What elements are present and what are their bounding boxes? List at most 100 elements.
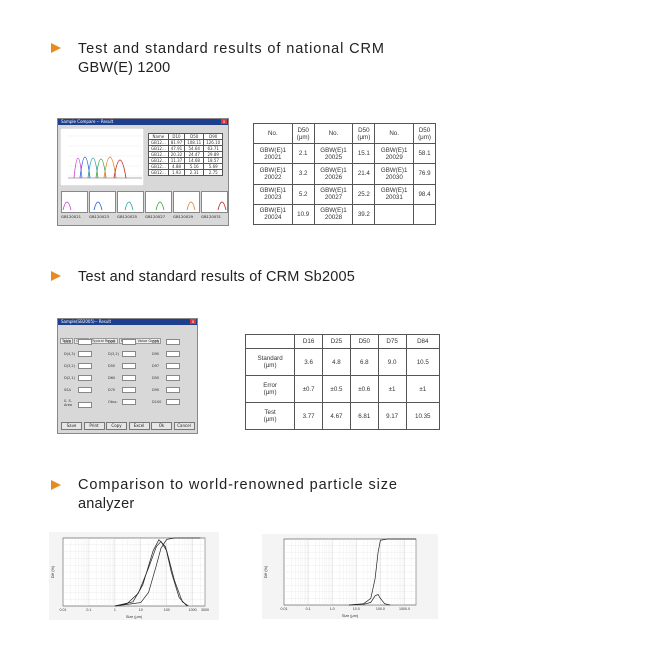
series-line <box>114 539 188 607</box>
field-value-box <box>78 339 92 345</box>
table-cell: ±1 <box>405 375 440 404</box>
table-cell: 108.11 <box>184 139 205 146</box>
table-row: Test (μm) 3.77 4.67 6.81 9.17 10.35 <box>244 402 440 430</box>
tick-label: 1000.0 <box>399 607 410 611</box>
field-label: D97 <box>152 364 160 368</box>
result-field: D(3,2) <box>64 363 92 369</box>
section-title-line: Test and standard results of CRM Sb2005 <box>78 269 355 285</box>
tick-label: 100 <box>164 608 170 612</box>
window-button[interactable]: Cancel <box>173 422 195 430</box>
thumbnail-label: GB120025 <box>117 214 138 219</box>
field-value-box <box>166 387 180 393</box>
compare-overlay-chart <box>60 128 144 186</box>
table-cell: 10.5 <box>405 348 440 377</box>
bullet-triangle-icon <box>51 43 61 53</box>
table-cell: GBW(E)1 20025 <box>313 143 354 165</box>
table-cell: GB12... <box>148 139 169 146</box>
field-value-box <box>122 399 136 405</box>
table-cell: 9.17 <box>377 402 407 430</box>
result-field: D25 <box>108 339 136 345</box>
field-label: D100 <box>152 400 162 404</box>
section-title: Comparison to world-renowned particle si… <box>78 476 398 514</box>
thumbnail-chart[interactable] <box>117 191 144 213</box>
close-icon[interactable]: x <box>190 319 196 324</box>
section-title-line: Test and standard results of national CR… <box>78 41 385 57</box>
table-row: GB12... 1.93 2.31 2.75 <box>148 169 224 176</box>
table-cell: GBW(E)1 20028 <box>313 203 354 226</box>
table-cell: 76.9 <box>413 163 436 185</box>
sb2005-result-window: Sample(SB2005)-- Result x TableGraphTypi… <box>57 318 198 434</box>
table-cell: GBW(E)1 20031 <box>374 183 415 205</box>
close-icon[interactable]: x <box>221 119 227 124</box>
series-line <box>348 593 391 606</box>
window-button[interactable]: Save <box>61 422 82 430</box>
thumbnail-chart[interactable] <box>173 191 200 213</box>
bullet-triangle-icon <box>51 271 61 281</box>
table-cell: 15.1 <box>352 143 376 165</box>
column-header: D50 <box>349 333 379 350</box>
table-cell: 4.8 <box>322 348 351 377</box>
table-cell: GB12... <box>148 157 169 164</box>
field-value-box <box>166 375 180 381</box>
window-button[interactable]: Excel <box>128 422 150 430</box>
table-cell: 10.35 <box>405 402 440 430</box>
field-value-box <box>122 339 136 345</box>
window-button[interactable]: Print <box>83 422 105 430</box>
tick-label: 1 <box>114 608 116 612</box>
thumbnail-chart[interactable] <box>89 191 116 213</box>
table-cell <box>374 203 415 226</box>
table-row: GBW(E)1 20021 2.1 GBW(E)1 20025 15.1 GBW(E)1 20… <box>253 143 436 165</box>
table-cell: 2.1 <box>291 143 315 165</box>
thumbnail-chart[interactable] <box>201 191 228 213</box>
column-header <box>244 333 296 350</box>
result-field: D97 <box>152 363 180 369</box>
axis-label: Diff (%) <box>264 565 268 578</box>
table-cell: 3.77 <box>294 402 324 430</box>
table-cell: 58.1 <box>413 143 436 165</box>
field-value-box <box>78 375 92 381</box>
table-cell: 21.4 <box>352 163 376 185</box>
field-value-box <box>122 375 136 381</box>
table-cell: Error (μm) <box>244 375 296 404</box>
result-field: D10 <box>64 339 92 345</box>
tick-label: 3000 <box>201 608 209 612</box>
tab[interactable]: Residual, Value Graph <box>118 338 162 344</box>
field-value-box <box>166 399 180 405</box>
thumbnail-label: GB120023 <box>89 214 110 219</box>
thumbnail-chart[interactable] <box>61 191 88 213</box>
axis-label: Diff (%) <box>51 565 55 578</box>
section-title: Test and standard results of national CR… <box>78 40 385 78</box>
table-header-row: No. D50 (μm) No. D50 (μm) No. D50 (μm) <box>253 122 436 145</box>
field-label: D50 <box>108 364 116 368</box>
table-cell: 3.2 <box>291 163 315 185</box>
table-cell: 98.4 <box>413 183 436 205</box>
section-title-line: GBW(E) 1200 <box>78 60 171 76</box>
field-label: Obsc. <box>108 400 118 404</box>
table-cell: GBW(E)1 20023 <box>253 183 293 205</box>
thumbnail-chart[interactable] <box>145 191 172 213</box>
bullet-triangle-icon <box>51 480 61 490</box>
cumulative-line <box>348 538 416 606</box>
field-label: SSA <box>64 388 71 392</box>
window-button[interactable]: Copy <box>106 422 127 430</box>
table-cell: GB12... <box>148 163 169 170</box>
field-label: D70 <box>108 388 116 392</box>
result-field: D60 <box>108 375 136 381</box>
table-cell: 10.9 <box>291 203 315 226</box>
table-cell: GB12... <box>148 169 169 176</box>
window-titlebar: Sample Compare -- Result x <box>58 119 228 125</box>
table-cell: GB12... <box>148 151 169 158</box>
field-value-box <box>122 387 136 393</box>
table-cell: ±0.7 <box>294 375 324 404</box>
table-cell: GBW(E)1 20022 <box>253 163 293 185</box>
table-cell: Standard (μm) <box>244 348 296 377</box>
window-button[interactable]: Ok <box>151 422 172 430</box>
field-value-box <box>78 351 92 357</box>
column-header: D50 (μm) <box>413 122 436 145</box>
window-title: Sample(SB2005)-- Result <box>61 319 112 324</box>
tick-label: 10.0 <box>353 607 360 611</box>
table-cell: 25.2 <box>352 183 376 205</box>
tab[interactable]: Table <box>60 338 74 344</box>
thumbnail-label: GB120021 <box>61 214 82 219</box>
field-label: D(2,1) <box>64 376 75 380</box>
